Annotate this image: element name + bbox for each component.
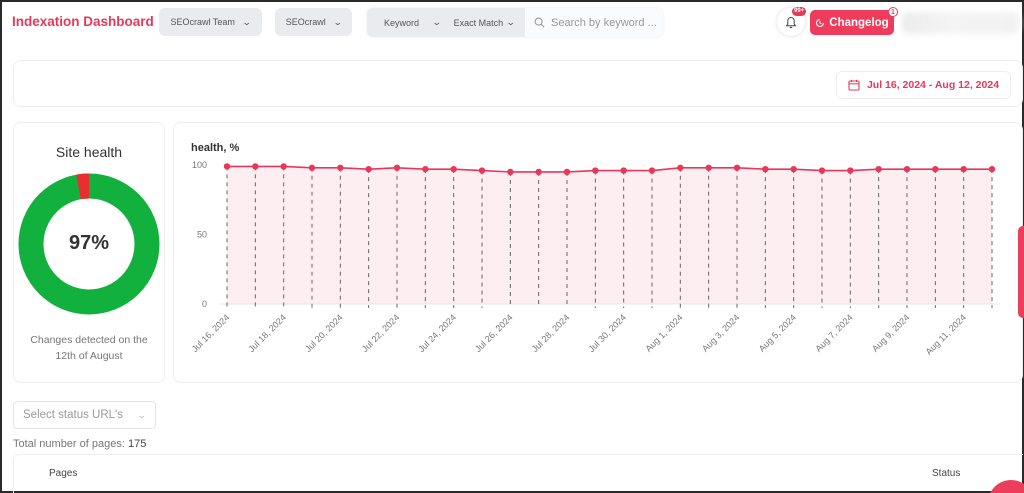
keyword-type-dropdown[interactable]: Keyword ⌄ bbox=[384, 17, 442, 28]
user-menu[interactable] bbox=[902, 12, 1020, 34]
notifications-badge: 99+ bbox=[792, 7, 807, 16]
svg-text:Aug 7, 2024: Aug 7, 2024 bbox=[813, 312, 854, 353]
site-health-title: Site health bbox=[55, 144, 123, 160]
health-chart-card: health, % 0 50 100 Jul 16, 2024 Jul 18, 2024 J… bbox=[173, 122, 1023, 383]
svg-text:100: 100 bbox=[192, 160, 207, 170]
project-dropdown[interactable]: SEOcrawl ⌄ bbox=[275, 8, 352, 36]
svg-text:Aug 5, 2024: Aug 5, 2024 bbox=[757, 312, 798, 353]
status-select-placeholder: Select status URL's bbox=[23, 409, 123, 421]
svg-text:Jul 28, 2024: Jul 28, 2024 bbox=[530, 312, 572, 354]
svg-text:50: 50 bbox=[197, 230, 207, 240]
search-placeholder: Search by keyword ... bbox=[551, 16, 657, 29]
svg-text:0: 0 bbox=[202, 299, 207, 309]
calendar-icon bbox=[848, 79, 860, 91]
svg-text:Jul 16, 2024: Jul 16, 2024 bbox=[190, 312, 232, 354]
history-icon bbox=[816, 18, 825, 27]
svg-text:Jul 22, 2024: Jul 22, 2024 bbox=[360, 312, 402, 354]
svg-text:Jul 30, 2024: Jul 30, 2024 bbox=[586, 312, 628, 354]
status-url-select[interactable]: Select status URL's ⌄ bbox=[13, 401, 156, 429]
match-type-label: Exact Match bbox=[453, 17, 504, 28]
total-pages-value: 175 bbox=[127, 438, 147, 450]
column-header-pages[interactable]: Pages bbox=[49, 468, 78, 479]
page-title: Indexation Dashboard bbox=[12, 14, 154, 29]
total-pages: Total number of pages: 175 bbox=[13, 438, 146, 450]
site-health-card: Site health 97% Changes detected on the … bbox=[13, 122, 165, 383]
svg-text:health, %: health, % bbox=[191, 142, 240, 154]
floating-action-button[interactable] bbox=[988, 480, 1024, 493]
health-line-chart: health, % 0 50 100 Jul 16, 2024 Jul 18, 2024 J… bbox=[190, 142, 1000, 357]
changelog-badge: 1 bbox=[888, 7, 898, 17]
chevron-down-icon: ⌄ bbox=[431, 17, 442, 27]
keyword-type-label: Keyword bbox=[384, 17, 420, 28]
team-dropdown[interactable]: SEOcrawl Team ⌄ bbox=[159, 8, 262, 36]
top-bar: Indexation Dashboard SEOcrawl Team ⌄ SEO… bbox=[2, 2, 1022, 44]
search-icon bbox=[534, 17, 545, 28]
column-header-status[interactable]: Status bbox=[932, 468, 961, 479]
svg-text:Aug 3, 2024: Aug 3, 2024 bbox=[700, 312, 741, 353]
chevron-down-icon: ⌄ bbox=[137, 409, 148, 420]
feedback-side-tab[interactable] bbox=[1018, 226, 1024, 318]
chevron-down-icon: ⌄ bbox=[241, 16, 252, 27]
search-input[interactable]: Search by keyword ... bbox=[525, 8, 663, 37]
keyword-search-group: Keyword ⌄ Exact Match ⌄ Search by keywor… bbox=[367, 8, 663, 37]
site-health-percent: 97% bbox=[68, 232, 110, 254]
changelog-label: Changelog bbox=[829, 16, 889, 29]
date-range-label: Jul 16, 2024 - Aug 12, 2024 bbox=[866, 79, 1000, 91]
match-type-dropdown[interactable]: Exact Match ⌄ bbox=[453, 17, 516, 28]
chevron-down-icon: ⌄ bbox=[332, 16, 343, 27]
date-filter-panel: Jul 16, 2024 - Aug 12, 2024 bbox=[13, 60, 1023, 107]
date-range-picker[interactable]: Jul 16, 2024 - Aug 12, 2024 bbox=[836, 71, 1011, 99]
svg-text:Aug 1, 2024: Aug 1, 2024 bbox=[643, 312, 684, 353]
svg-text:Jul 24, 2024: Jul 24, 2024 bbox=[416, 312, 458, 354]
site-health-note: Changes detected on the 12th of August bbox=[30, 334, 148, 362]
svg-text:Jul 18, 2024: Jul 18, 2024 bbox=[246, 312, 288, 354]
project-dropdown-label: SEOcrawl bbox=[285, 17, 326, 27]
svg-text:Aug 9, 2024: Aug 9, 2024 bbox=[870, 312, 911, 353]
svg-text:Jul 20, 2024: Jul 20, 2024 bbox=[303, 312, 345, 354]
chevron-down-icon: ⌄ bbox=[505, 17, 516, 27]
site-health-donut bbox=[18, 173, 160, 315]
team-dropdown-label: SEOcrawl Team bbox=[170, 17, 235, 27]
changelog-button[interactable]: Changelog bbox=[810, 10, 894, 35]
total-pages-label: Total number of pages: bbox=[13, 438, 125, 450]
svg-text:Jul 26, 2024: Jul 26, 2024 bbox=[473, 312, 515, 354]
svg-text:Aug 11, 2024: Aug 11, 2024 bbox=[924, 312, 968, 356]
bell-icon bbox=[785, 16, 797, 28]
pages-table: Pages Status bbox=[13, 454, 1023, 493]
